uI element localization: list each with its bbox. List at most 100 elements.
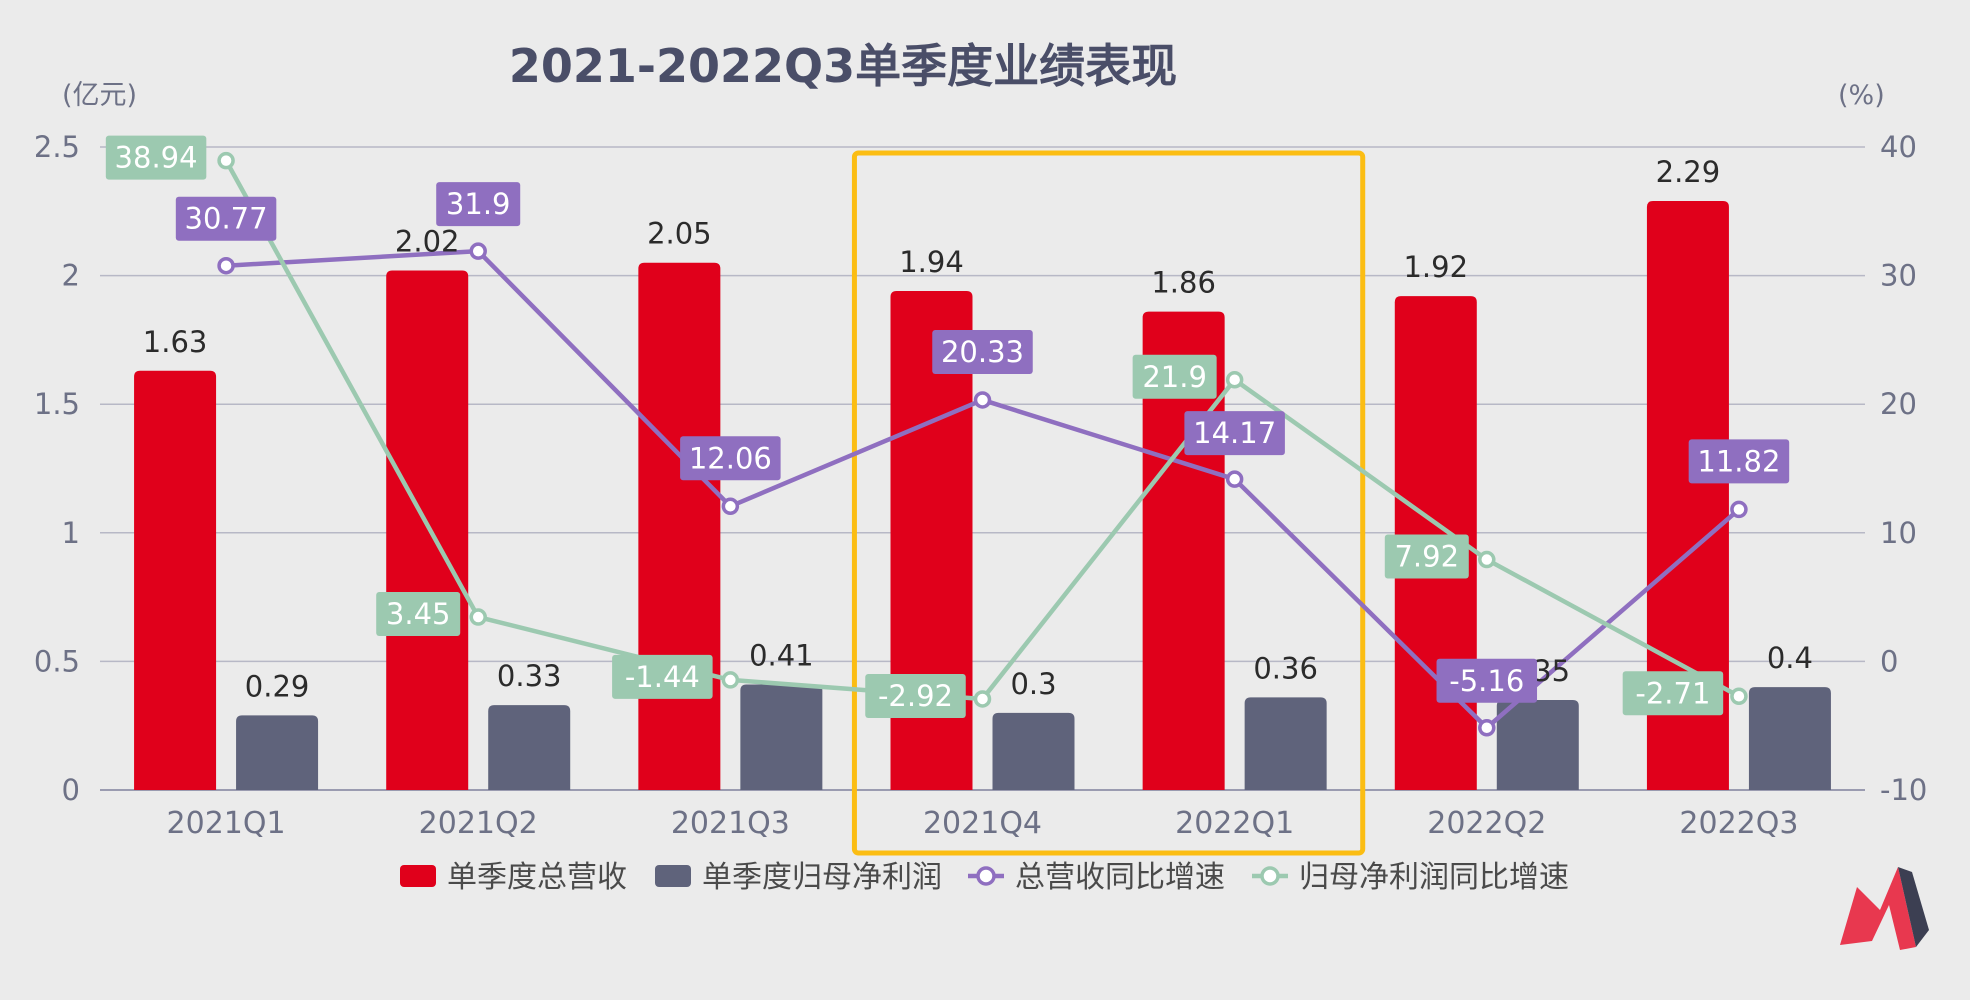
category-label: 2021Q1 [167, 806, 286, 841]
legend-revenue-growth-marker [976, 866, 996, 886]
profit-growth-point [1478, 550, 1496, 569]
right-tick-label: 10 [1880, 516, 1917, 550]
profit-growth-label: 7.92 [1394, 540, 1459, 574]
profit-bar-label: 0.36 [1253, 651, 1318, 685]
revenue-growth-label: 31.9 [446, 187, 511, 221]
revenue-growth-point [721, 497, 740, 516]
profit-growth-point [1225, 371, 1244, 389]
revenue-growth-label-box [932, 329, 1033, 374]
left-tick-label: 1.5 [34, 387, 80, 421]
left-tick-label: 2.5 [34, 130, 80, 164]
legend-profit-swatch [655, 865, 691, 887]
profit-bar [1244, 697, 1327, 790]
chart-title: 2021-2022Q3单季度业绩表现 [509, 39, 1177, 93]
profit-bar [992, 712, 1075, 790]
revenue-growth-label-box [175, 196, 277, 241]
profit-growth-label-box [865, 673, 966, 718]
revenue-bar [638, 262, 721, 790]
left-axis-unit: (亿元) [62, 80, 137, 111]
revenue-growth-point [217, 256, 235, 275]
legend-profit-growth-marker [1260, 866, 1280, 886]
right-tick-label: 0 [1880, 644, 1898, 678]
revenue-bar [386, 270, 469, 790]
legend-label: 归母净利润同比增速 [1299, 860, 1569, 895]
revenue-bar-label: 1.86 [1151, 266, 1216, 300]
legend-label: 单季度总营收 [447, 860, 627, 895]
revenue-growth-label-box [1436, 658, 1538, 703]
category-label: 2022Q1 [1175, 806, 1294, 841]
category-label: 2022Q3 [1679, 806, 1798, 841]
revenue-growth-point [973, 391, 992, 409]
profit-growth-label: -2.71 [1635, 676, 1710, 710]
profit-growth-label-box [1132, 354, 1217, 399]
highlight-box [851, 150, 1366, 856]
right-tick-label: -10 [1880, 773, 1927, 807]
brand-logo-icon [1840, 867, 1929, 950]
profit-growth-label-box [1622, 671, 1724, 716]
revenue-growth-point [1478, 719, 1496, 737]
legend-revenue-swatch [400, 865, 436, 887]
profit-growth-label-box [612, 654, 713, 699]
profit-growth-label: -1.44 [625, 660, 700, 694]
left-tick-label: 0.5 [34, 644, 80, 678]
revenue-growth-label: 14.17 [1193, 416, 1276, 450]
right-tick-label: 40 [1880, 130, 1917, 164]
revenue-growth-point [1730, 500, 1748, 519]
profit-bar-label: 0.29 [245, 669, 310, 703]
profit-growth-label: -2.92 [878, 679, 953, 713]
revenue-bar-label: 1.92 [1403, 250, 1468, 284]
revenue-growth-point [469, 242, 487, 260]
revenue-growth-label: 20.33 [941, 335, 1024, 369]
left-tick-label: 0 [62, 773, 80, 807]
revenue-growth-label-box [1184, 411, 1285, 456]
right-axis-unit: (%) [1838, 80, 1885, 111]
revenue-growth-label: 12.06 [689, 441, 772, 475]
profit-growth-label-box [105, 135, 207, 180]
profit-growth-point [217, 151, 235, 170]
revenue-growth-label: 11.82 [1697, 444, 1780, 478]
profit-growth-label-box [376, 592, 461, 637]
revenue-bar-label: 2.02 [395, 224, 460, 258]
right-tick-label: 30 [1880, 259, 1917, 293]
right-tick-label: 20 [1880, 387, 1917, 421]
revenue-bar-label: 1.94 [899, 245, 964, 279]
profit-bar-label: 0.41 [749, 639, 814, 673]
revenue-bar [1646, 201, 1729, 791]
profit-growth-point [469, 608, 487, 626]
left-tick-label: 1 [62, 516, 80, 550]
profit-growth-point [973, 690, 992, 708]
profit-growth-label: 3.45 [386, 597, 451, 631]
profit-bar [1748, 687, 1831, 790]
left-tick-label: 2 [62, 259, 80, 293]
revenue-growth-point [1225, 470, 1244, 488]
revenue-bar-label: 2.05 [647, 217, 712, 251]
profit-bar [740, 684, 823, 790]
profit-growth-point [721, 671, 740, 689]
category-label: 2021Q2 [419, 806, 538, 841]
profit-growth-label: 38.94 [115, 141, 198, 175]
category-label: 2021Q4 [923, 806, 1042, 841]
profit-growth-label: 21.9 [1142, 360, 1207, 394]
category-label: 2021Q3 [671, 806, 790, 841]
legend-label: 总营收同比增速 [1015, 860, 1225, 895]
profit-growth-point [1730, 687, 1748, 706]
revenue-growth-label-box [436, 182, 521, 227]
revenue-bar-label: 2.29 [1656, 155, 1721, 189]
revenue-growth-label-box [1688, 439, 1790, 484]
revenue-growth-label-box [680, 436, 781, 481]
revenue-bar [890, 291, 973, 790]
profit-growth-label-box [1384, 534, 1469, 579]
profit-bar [1496, 699, 1579, 790]
revenue-bar-label: 1.63 [143, 325, 208, 359]
profit-bar [236, 715, 319, 790]
profit-bar-label: 0.33 [497, 659, 562, 693]
revenue-bar [134, 370, 217, 790]
revenue-growth-label: -5.16 [1449, 664, 1524, 698]
profit-bar-label: 0.3 [1010, 667, 1056, 701]
profit-bar [488, 705, 571, 790]
profit-bar-label: 0.4 [1767, 641, 1813, 675]
revenue-growth-label: 30.77 [185, 202, 268, 236]
legend-label: 单季度归母净利润 [702, 860, 942, 895]
